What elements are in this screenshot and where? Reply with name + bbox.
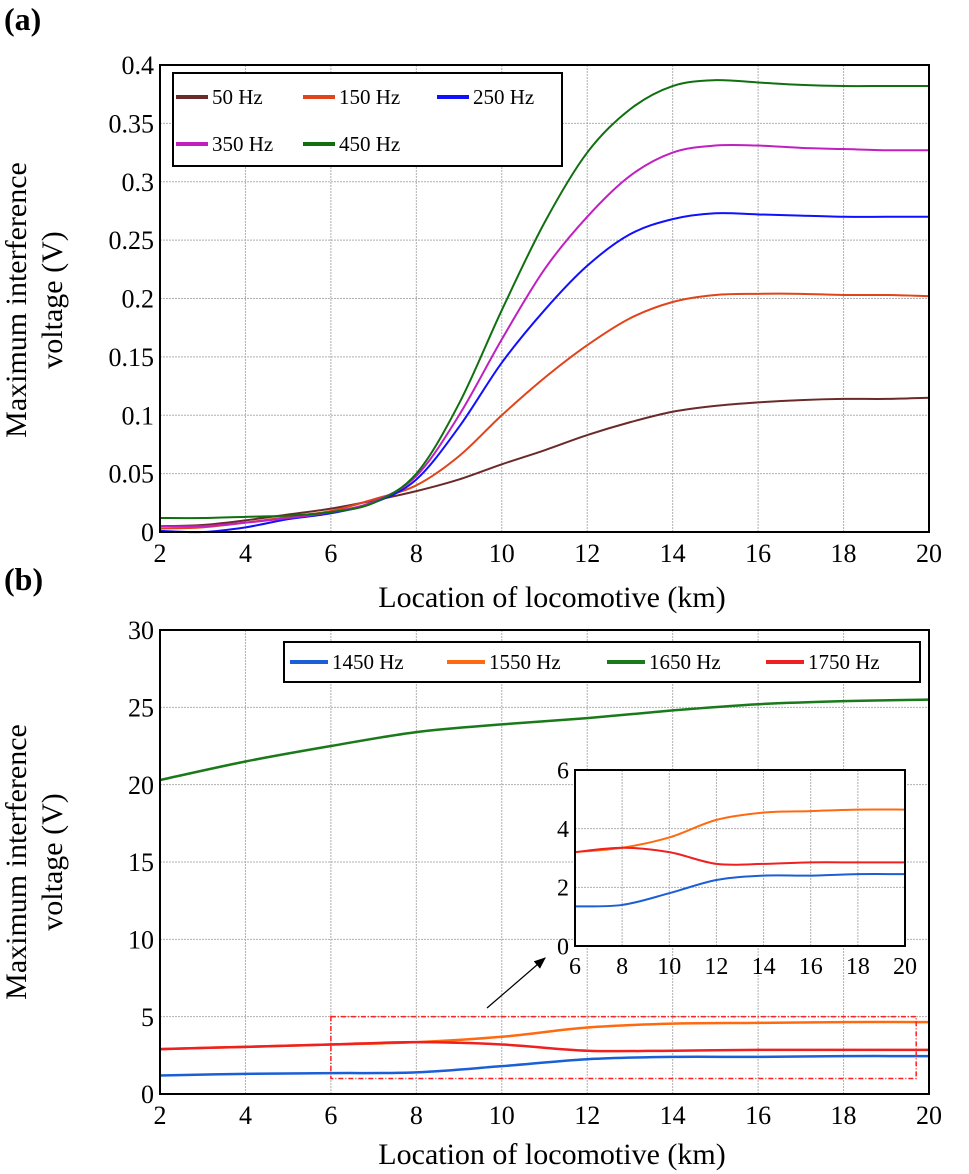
y-tick-label: 6 xyxy=(557,758,569,784)
legend-label: 150 Hz xyxy=(339,85,400,109)
x-tick-label: 4 xyxy=(239,539,252,568)
inset-plot: 6 8 10 12 14 16 18 20 0 2 4 6 xyxy=(557,758,917,980)
panel-label-a: (a) xyxy=(4,1,41,37)
y-tick-label: 10 xyxy=(128,925,154,954)
legend-label: 1650 Hz xyxy=(649,650,721,674)
series-line-150hz xyxy=(159,292,930,530)
x-tick-label: 20 xyxy=(893,954,917,980)
x-tick-label: 10 xyxy=(489,539,515,568)
y-tick-label: 0.2 xyxy=(122,285,155,314)
y-tick-label: 20 xyxy=(128,771,154,800)
x-tick-label: 4 xyxy=(239,1101,252,1130)
y-tick-label: 0.3 xyxy=(122,168,155,197)
y-tick-label: 0 xyxy=(141,1080,154,1109)
zoom-region-box xyxy=(330,1015,917,1080)
y-tick-label: 5 xyxy=(141,1003,154,1032)
x-tick-label: 12 xyxy=(574,1101,600,1130)
y-axis-label-b-line2: voltage (V) xyxy=(36,793,69,930)
series-line-450hz xyxy=(159,79,929,520)
x-tick-label: 6 xyxy=(324,539,337,568)
x-tick-label: 14 xyxy=(752,954,776,980)
legend-item: 450 Hz xyxy=(303,132,400,156)
y-tick-label: 0 xyxy=(141,518,154,547)
legend-b: 1450 Hz 1550 Hz 1650 Hz 1750 Hz xyxy=(283,641,921,683)
x-tick-label: 14 xyxy=(660,539,686,568)
y-tick-label: 30 xyxy=(128,616,154,645)
plot-area xyxy=(575,770,905,946)
series-line-1650hz xyxy=(159,698,930,782)
legend-label: 1750 Hz xyxy=(808,650,880,674)
legend-box xyxy=(283,641,921,683)
y-tick-label: 4 xyxy=(557,817,569,843)
legend-label: 1450 Hz xyxy=(332,650,404,674)
y-tick-label: 0.4 xyxy=(122,51,155,80)
series-line-350hz xyxy=(159,143,930,528)
series-line-1750hz xyxy=(159,1040,929,1053)
legend-label: 1550 Hz xyxy=(489,650,561,674)
y-tick-label: 25 xyxy=(128,693,154,722)
x-tick-label: 14 xyxy=(660,1101,686,1130)
x-axis-label-b: Location of locomotive (km) xyxy=(378,1138,725,1171)
x-tick-label: 18 xyxy=(831,539,857,568)
x-tick-label: 8 xyxy=(616,954,628,980)
y-axis-label-a-line2: voltage (V) xyxy=(36,231,69,368)
y-tick-label: 0.25 xyxy=(109,226,155,255)
x-tick-label: 6 xyxy=(569,954,581,980)
legend-label: 450 Hz xyxy=(339,132,400,156)
legend-item: 50 Hz xyxy=(176,85,263,109)
axes-frame xyxy=(159,629,930,1095)
series-line-1450hz xyxy=(574,873,906,908)
axes-frame xyxy=(159,64,930,533)
y-tick-label: 0.1 xyxy=(122,401,155,430)
legend-item: 1750 Hz xyxy=(766,650,880,674)
x-tick-label: 2 xyxy=(154,1101,167,1130)
y-axis-label-b-line1: Maximum interference xyxy=(0,724,33,1000)
legend-a: 50 Hz 150 Hz 250 Hz 350 Hz 450 Hz xyxy=(172,72,563,167)
x-tick-label: 10 xyxy=(489,1101,515,1130)
zoom-arrow xyxy=(486,957,546,1009)
legend-item: 1650 Hz xyxy=(607,650,721,674)
legend-item: 250 Hz xyxy=(437,85,534,109)
legend-box xyxy=(172,72,563,167)
x-tick-label: 20 xyxy=(916,539,942,568)
y-tick-label: 0 xyxy=(557,934,569,960)
legend-label: 250 Hz xyxy=(473,85,534,109)
x-tick-label: 8 xyxy=(410,539,423,568)
x-tick-label: 2 xyxy=(154,539,167,568)
legend-label: 350 Hz xyxy=(212,132,273,156)
legend-item: 150 Hz xyxy=(303,85,400,109)
x-tick-label: 16 xyxy=(745,539,771,568)
x-tick-label: 18 xyxy=(831,1101,857,1130)
y-tick-label: 0.05 xyxy=(109,460,155,489)
legend-item: 1450 Hz xyxy=(290,650,404,674)
x-tick-label: 10 xyxy=(657,954,681,980)
legend-item: 350 Hz xyxy=(176,132,273,156)
axes-frame xyxy=(574,769,906,947)
x-tick-label: 12 xyxy=(574,539,600,568)
series-line-1450hz xyxy=(159,1054,930,1077)
x-tick-label: 16 xyxy=(799,954,823,980)
legend-item: 1550 Hz xyxy=(447,650,561,674)
x-tick-label: 6 xyxy=(324,1101,337,1130)
y-tick-label: 0.35 xyxy=(109,109,155,138)
legend-label: 50 Hz xyxy=(212,85,263,109)
y-axis-label-a-line1: Maximum interference xyxy=(0,162,33,438)
x-axis-label-a: Location of locomotive (km) xyxy=(378,581,725,614)
x-tick-label: 20 xyxy=(916,1101,942,1130)
series-line-1750hz xyxy=(574,846,905,866)
x-tick-label: 18 xyxy=(846,954,870,980)
x-tick-label: 8 xyxy=(410,1101,423,1130)
y-tick-label: 0.15 xyxy=(109,343,155,372)
panel-label-b: (b) xyxy=(4,561,43,597)
series-line-250hz xyxy=(159,212,929,534)
y-tick-label: 2 xyxy=(557,876,569,902)
x-tick-label: 12 xyxy=(704,954,728,980)
series-line-50hz xyxy=(159,396,930,528)
x-tick-label: 16 xyxy=(745,1101,771,1130)
y-tick-label: 15 xyxy=(128,848,154,877)
